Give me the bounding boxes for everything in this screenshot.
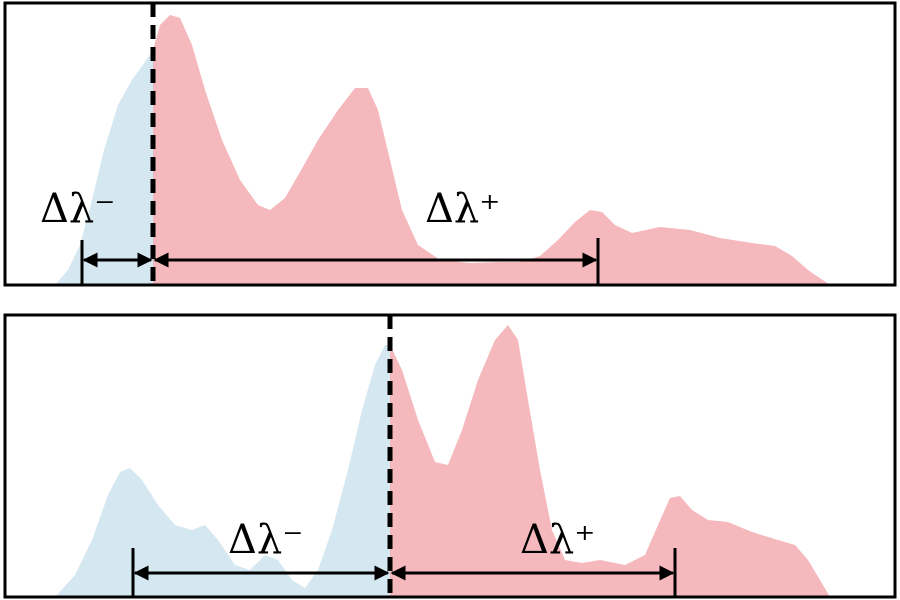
distribution-positive <box>390 325 830 597</box>
distribution-positive <box>153 15 830 285</box>
distribution-negative <box>55 345 390 597</box>
minus-label: Δλ⁻ <box>40 186 115 232</box>
plus-label: Δλ⁺ <box>425 186 500 232</box>
distribution-negative <box>55 50 153 285</box>
minus-label: Δλ⁻ <box>228 517 303 563</box>
panel-frame <box>3 1 897 287</box>
panel-bottom: Δλ⁻ Δλ⁺ <box>3 313 897 599</box>
plus-label: Δλ⁺ <box>520 517 595 563</box>
panel-top: Δλ⁻ Δλ⁺ <box>3 1 897 287</box>
panel-frame <box>3 313 897 599</box>
